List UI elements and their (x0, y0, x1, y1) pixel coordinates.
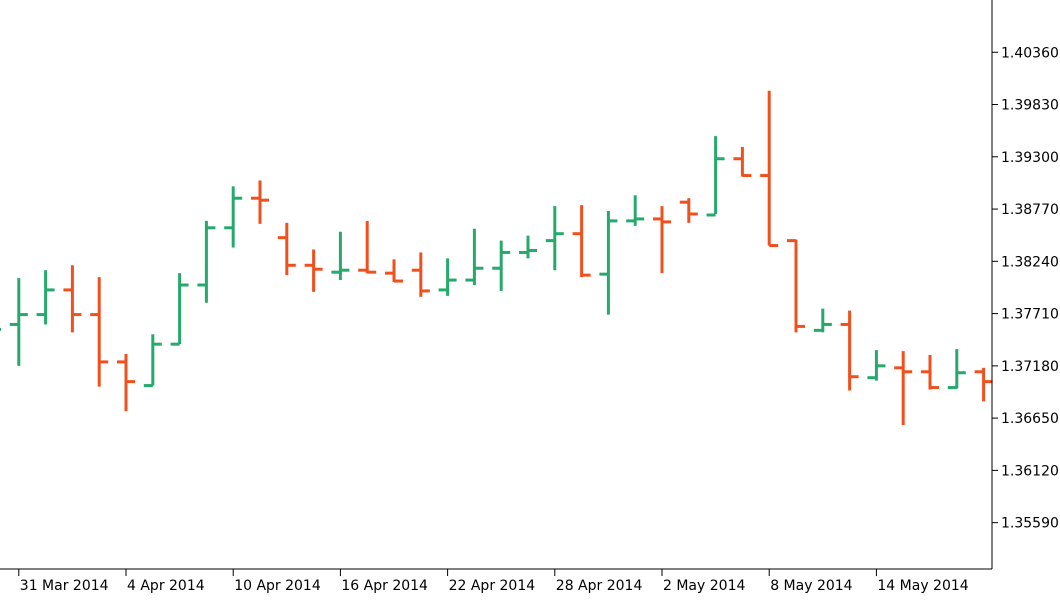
bullish-ohlc-bar (0, 327, 1, 331)
bullish-ohlc-bar (224, 186, 243, 248)
bullish-ohlc-bar (492, 240, 511, 291)
bullish-ohlc-bar (947, 349, 966, 390)
bearish-ohlc-bar (277, 222, 296, 276)
bearish-ohlc-bar (90, 277, 109, 387)
bullish-ohlc-bar (36, 270, 55, 325)
bullish-ohlc-bar (170, 273, 189, 346)
bearish-ohlc-bar (411, 252, 430, 297)
y-tick-label: 1.38770 (1001, 202, 1059, 218)
y-tick-label: 1.40360 (1001, 45, 1059, 61)
x-tick-label: 2 May 2014 (663, 578, 745, 594)
bearish-ohlc-bar (840, 310, 859, 391)
bullish-ohlc-bar (9, 278, 28, 366)
bearish-ohlc-bar (572, 205, 591, 278)
bullish-ohlc-bar (626, 195, 645, 226)
bearish-ohlc-bar (63, 265, 82, 333)
bullish-ohlc-bar (519, 235, 537, 259)
x-tick-label: 4 Apr 2014 (127, 578, 205, 594)
x-tick-label: 14 May 2014 (877, 578, 968, 594)
bearish-ohlc-bar (974, 367, 993, 402)
bearish-ohlc-bar (358, 220, 377, 274)
bearish-ohlc-bar (385, 259, 403, 283)
bearish-ohlc-bar (921, 355, 939, 390)
bearish-ohlc-bar (679, 198, 698, 223)
bullish-ohlc-bar (465, 228, 484, 285)
bullish-ohlc-bar (197, 220, 216, 303)
price-bars (0, 90, 993, 426)
y-tick-label: 1.38240 (1001, 254, 1059, 270)
bearish-ohlc-bar (653, 206, 671, 274)
bearish-ohlc-bar (760, 90, 779, 248)
x-tick-label: 31 Mar 2014 (20, 578, 109, 594)
y-tick-label: 1.39830 (1001, 98, 1059, 114)
bearish-ohlc-bar (787, 239, 805, 333)
y-tick-label: 1.37710 (1001, 307, 1059, 323)
y-tick-label: 1.35590 (1001, 516, 1059, 532)
axes (0, 0, 998, 576)
y-tick-label: 1.36650 (1001, 411, 1059, 427)
y-tick-label: 1.37180 (1001, 359, 1059, 375)
bullish-ohlc-bar (438, 258, 457, 296)
x-tick-label: 22 Apr 2014 (449, 578, 536, 594)
bullish-ohlc-bar (813, 308, 832, 333)
bullish-ohlc-bar (545, 206, 564, 271)
bullish-ohlc-bar (599, 211, 618, 315)
y-tick-label: 1.39300 (1001, 150, 1059, 166)
bearish-ohlc-bar (733, 146, 752, 178)
bullish-ohlc-bar (706, 136, 725, 217)
bullish-ohlc-bar (867, 350, 886, 381)
bullish-ohlc-bar (143, 334, 162, 388)
x-tick-label: 8 May 2014 (770, 578, 852, 594)
axis-labels: 1.40360 1.39830 1.39300 1.38770 1.38240 1.377… (20, 45, 1059, 594)
bearish-ohlc-bar (251, 180, 269, 224)
y-tick-label: 1.36120 (1001, 463, 1059, 479)
bearish-ohlc-bar (117, 354, 135, 412)
x-tick-label: 28 Apr 2014 (556, 578, 643, 594)
bearish-ohlc-bar (304, 249, 323, 292)
x-tick-label: 16 Apr 2014 (341, 578, 428, 594)
bullish-ohlc-bar (331, 231, 350, 281)
x-tick-label: 10 Apr 2014 (234, 578, 321, 594)
bearish-ohlc-bar (894, 351, 913, 426)
